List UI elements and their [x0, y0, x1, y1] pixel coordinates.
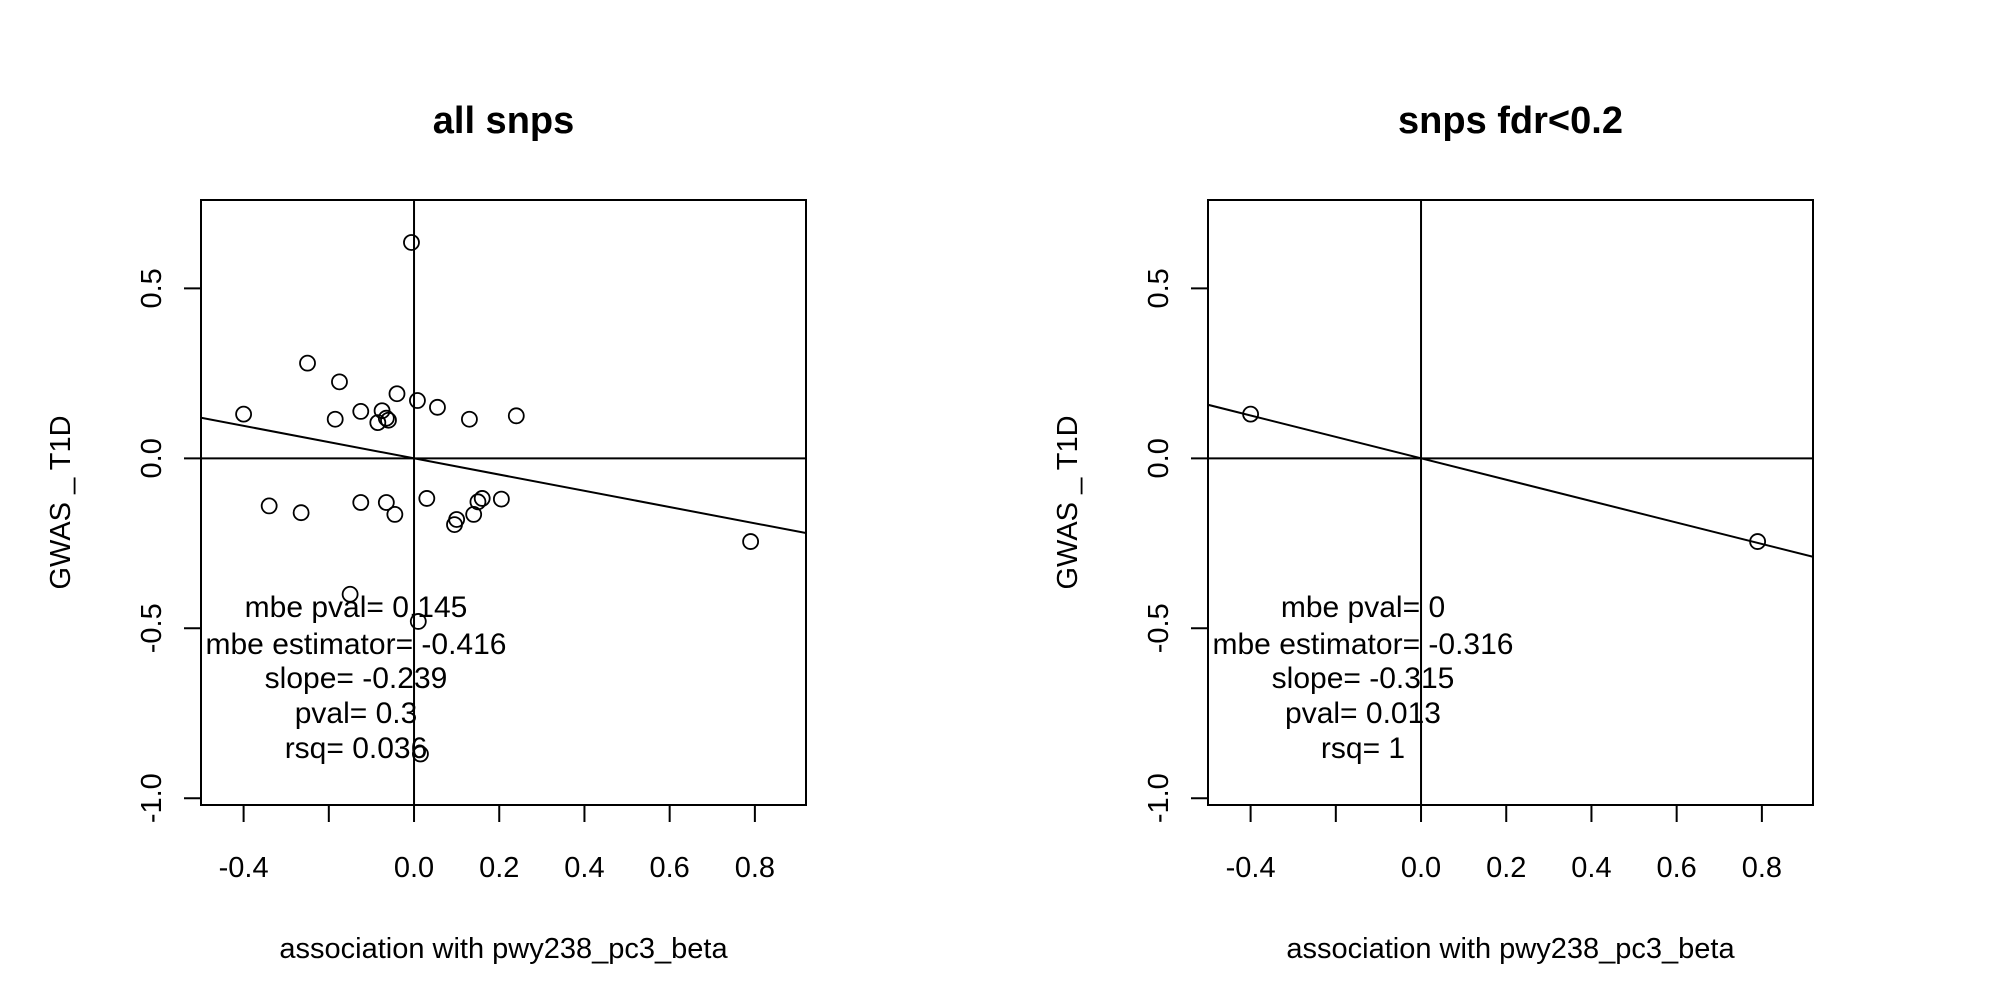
plot-frame — [1207, 199, 1814, 806]
data-point — [386, 505, 404, 523]
data-point — [492, 490, 510, 508]
x-tick-label: 0.8 — [735, 852, 775, 884]
x-tick-label: 0.4 — [1571, 852, 1611, 884]
data-point — [369, 414, 387, 432]
data-point — [380, 411, 397, 429]
data-point — [461, 410, 478, 428]
data-point — [377, 409, 395, 427]
plot-area — [1208, 200, 1813, 805]
chart-title: snps fdr<0.2 — [1398, 100, 1623, 142]
data-point — [331, 373, 348, 391]
data-point — [409, 392, 426, 409]
stat-text: pval= 0.3 — [295, 697, 418, 730]
data-point — [507, 407, 525, 425]
y-tick-label: -0.5 — [1143, 603, 1175, 653]
y-tick-label: 0.5 — [136, 268, 168, 308]
x-tick-label: 0.2 — [1486, 852, 1526, 884]
y-tick-label: -0.5 — [136, 603, 168, 653]
data-point — [377, 494, 395, 511]
y-axis-label: GWAS _ T1D — [45, 415, 77, 589]
data-point — [299, 354, 316, 372]
x-tick-label: 0.0 — [394, 852, 434, 884]
y-axis-label: GWAS _ T1D — [1052, 415, 1084, 589]
stat-text: mbe estimator= -0.316 — [1213, 628, 1514, 661]
data-point — [418, 490, 436, 507]
data-point — [352, 403, 370, 420]
x-tick-label: 0.6 — [1656, 852, 1696, 884]
data-point — [403, 234, 420, 251]
panel-1: all snps -0.4 0.0 0.2 0.4 0.6 0.8 -1.0 -0.5 0.0 0.… — [45, 100, 807, 965]
data-point — [465, 505, 483, 523]
stat-text: pval= 0.013 — [1285, 697, 1441, 730]
x-axis-label: association with pwy238_pc3_beta — [1286, 933, 1735, 965]
data-point — [235, 405, 253, 423]
data-point — [1242, 405, 1260, 423]
stat-text: mbe pval= 0.145 — [245, 591, 468, 624]
data-point — [341, 585, 359, 603]
stat-text: rsq= 0.036 — [285, 732, 428, 765]
data-point — [409, 613, 427, 630]
data-point — [742, 533, 760, 550]
x-tick-label: -0.4 — [219, 852, 269, 884]
stat-text: rsq= 1 — [1321, 732, 1405, 765]
y-tick-label: 0.0 — [1143, 438, 1175, 478]
data-point — [473, 490, 491, 507]
stat-text: mbe pval= 0 — [1281, 591, 1445, 624]
data-point — [412, 745, 429, 763]
data-point — [292, 504, 310, 522]
x-tick-label: 0.6 — [649, 852, 689, 884]
plot-area — [201, 200, 806, 805]
data-point — [446, 516, 463, 533]
data-point — [352, 494, 370, 511]
x-tick-label: 0.0 — [1401, 852, 1441, 884]
y-tick-label: -1.0 — [1143, 773, 1175, 823]
x-tick-label: -0.4 — [1226, 852, 1276, 884]
panel-2: snps fdr<0.2 -0.4 0.0 0.2 0.4 0.6 0.8 -1.0 -0.5 0… — [1052, 100, 1814, 965]
data-point — [1749, 533, 1767, 550]
data-point — [326, 410, 344, 428]
y-tick-label: -1.0 — [136, 773, 168, 823]
y-tick-label: 0.0 — [136, 438, 168, 478]
plot-frame — [200, 199, 807, 806]
regression-line — [1208, 403, 1813, 558]
stat-text: mbe estimator= -0.416 — [206, 628, 507, 661]
x-tick-label: 0.4 — [564, 852, 604, 884]
data-point — [388, 385, 406, 403]
x-tick-label: 0.8 — [1742, 852, 1782, 884]
x-axis-label: association with pwy238_pc3_beta — [279, 933, 728, 965]
stat-text: slope= -0.315 — [1272, 662, 1455, 695]
x-tick-label: 0.2 — [479, 852, 519, 884]
data-point — [260, 497, 278, 515]
stat-text: slope= -0.239 — [265, 662, 448, 695]
chart-title: all snps — [433, 100, 575, 142]
data-point — [429, 398, 446, 416]
y-tick-label: 0.5 — [1143, 268, 1175, 308]
regression-line — [201, 416, 806, 535]
